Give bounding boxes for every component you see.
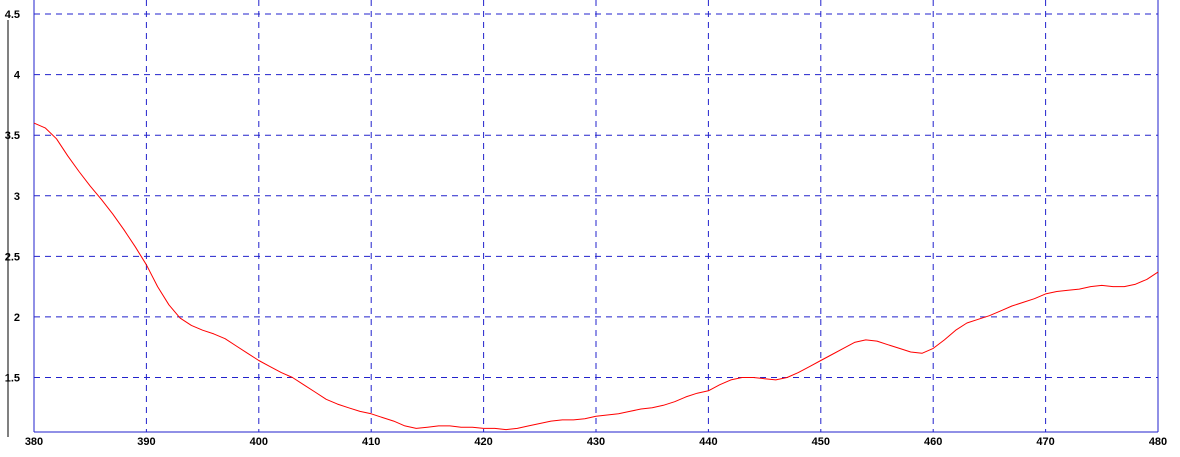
y-tick-label: 3.5 [5,130,20,142]
x-tick-label: 480 [1149,436,1167,448]
x-tick-label: 460 [924,436,942,448]
x-tick-label: 440 [699,436,717,448]
x-axis-ticks: 380 390 400 410 420 430 440 450 460 470 480 [25,436,1167,448]
x-tick-label: 450 [812,436,830,448]
x-tick-label: 410 [362,436,380,448]
y-tick-label: 4 [14,70,21,82]
x-tick-label: 430 [587,436,605,448]
axes [7,0,1159,437]
grid-lines [34,0,1158,432]
y-tick-label: 4.5 [5,9,20,21]
y-tick-label: 2 [14,312,20,324]
x-tick-label: 400 [250,436,268,448]
data-series [33,122,1159,431]
x-tick-label: 380 [25,436,43,448]
y-tick-label: 1.5 [5,372,20,384]
y-tick-label: 2.5 [5,251,20,263]
series-line [33,122,1159,431]
y-axis-ticks: 1.5 2 2.5 3 3.5 4 4.5 [5,9,21,384]
y-tick-label: 3 [14,191,20,203]
x-tick-label: 390 [137,436,155,448]
x-tick-label: 470 [1036,436,1054,448]
x-tick-label: 420 [474,436,492,448]
